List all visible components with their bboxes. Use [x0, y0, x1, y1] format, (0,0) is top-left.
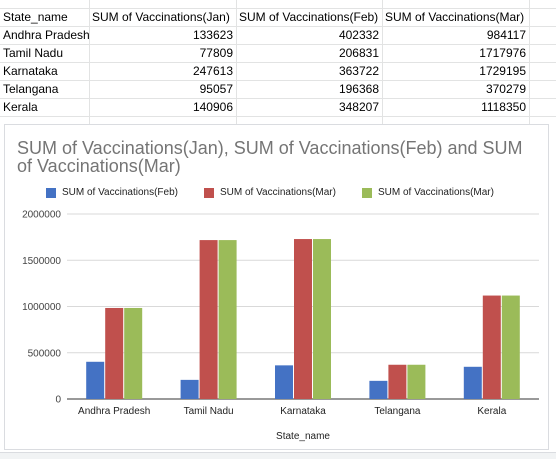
table-cell[interactable]: Tamil Nadu: [0, 44, 89, 62]
bar: [388, 365, 406, 399]
x-tick-label: Tamil Nadu: [184, 406, 234, 417]
x-tick-label: Karnataka: [280, 406, 326, 417]
table-cell[interactable]: 77809: [89, 44, 236, 62]
table-cell[interactable]: 1118350: [382, 98, 529, 116]
bar: [407, 365, 425, 399]
column-header-jan[interactable]: SUM of Vaccinations(Jan): [89, 8, 236, 26]
table-cell[interactable]: Kerala: [0, 98, 89, 116]
table-cell[interactable]: 348207: [236, 98, 382, 116]
y-tick-label: 1500000: [22, 256, 61, 267]
table-cell[interactable]: 984117: [382, 26, 529, 44]
table-cell[interactable]: Karnataka: [0, 62, 89, 80]
table-cell[interactable]: 247613: [89, 62, 236, 80]
table-cell[interactable]: 402332: [236, 26, 382, 44]
table-cell[interactable]: 1729195: [382, 62, 529, 80]
table-cell[interactable]: 206831: [236, 44, 382, 62]
table-cell[interactable]: 370279: [382, 80, 529, 98]
embedded-chart[interactable]: SUM of Vaccinations(Jan), SUM of Vaccina…: [4, 124, 549, 450]
bar: [275, 365, 293, 399]
table-cell[interactable]: Andhra Pradesh: [0, 26, 89, 44]
table-cell[interactable]: 363722: [236, 62, 382, 80]
column-header-mar[interactable]: SUM of Vaccinations(Mar): [382, 8, 529, 26]
bar: [502, 296, 520, 399]
x-axis-title: State_name: [276, 431, 330, 442]
x-tick-label: Kerala: [477, 406, 506, 417]
column-header-state-name[interactable]: State_name: [0, 8, 89, 26]
table-cell[interactable]: Telangana: [0, 80, 89, 98]
table-cell[interactable]: 133623: [89, 26, 236, 44]
bar: [200, 240, 218, 399]
bar: [313, 239, 331, 399]
bar: [294, 239, 312, 399]
table-cell[interactable]: 95057: [89, 80, 236, 98]
chart-plot-area: 0 500000 1000000 1500000 2000000 Andhra Prade…: [5, 125, 550, 451]
grid-line: [0, 116, 556, 117]
bar: [464, 367, 482, 399]
column-header-feb[interactable]: SUM of Vaccinations(Feb): [236, 8, 382, 26]
y-tick-label: 2000000: [22, 210, 61, 221]
y-tick-label: 0: [55, 395, 61, 406]
bar: [86, 362, 104, 399]
bar: [181, 380, 199, 399]
x-tick-label: Andhra Pradesh: [78, 406, 150, 417]
bar: [369, 381, 387, 399]
table-cell[interactable]: 140906: [89, 98, 236, 116]
y-tick-label: 1000000: [22, 302, 61, 313]
table-cell[interactable]: 196368: [236, 80, 382, 98]
grid-line: [529, 0, 530, 124]
table-cell[interactable]: 1717976: [382, 44, 529, 62]
bar: [483, 296, 501, 399]
y-tick-label: 500000: [28, 348, 62, 359]
bar: [219, 240, 237, 399]
bar: [105, 308, 123, 399]
x-tick-label: Telangana: [374, 406, 421, 417]
bar: [124, 308, 142, 399]
